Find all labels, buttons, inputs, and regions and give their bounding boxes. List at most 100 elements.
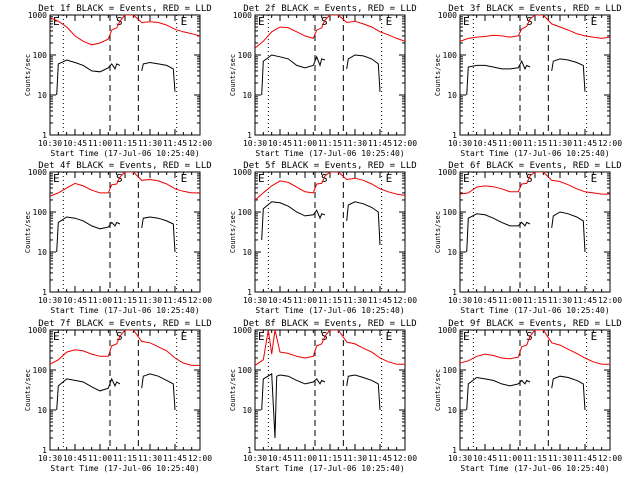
y-tick-label: 1000	[28, 326, 47, 335]
marker-end-label: E	[386, 15, 393, 28]
x-tick-label: 10:45	[268, 296, 292, 305]
y-tick-label: 100	[443, 51, 458, 60]
x-axis-label: Start Time (17-Jul-06 10:25:40)	[255, 306, 404, 315]
marker-mid-label: S	[526, 330, 533, 343]
y-tick-label: 1000	[28, 168, 47, 177]
x-tick-label: 12:00	[393, 454, 417, 463]
y-tick-label: 10	[242, 248, 252, 257]
marker-end-label: E	[181, 15, 188, 28]
events-series-line	[346, 54, 381, 92]
chart-title: Det 4f BLACK = Events, RED = LLD	[38, 161, 211, 171]
y-tick-label: 1000	[438, 326, 457, 335]
x-tick-label: 11:15	[318, 296, 342, 305]
marker-end-label: E	[591, 172, 598, 185]
x-tick-label: 10:30	[38, 139, 62, 148]
events-series-line	[56, 377, 121, 411]
y-tick-label: 1	[247, 131, 252, 140]
x-tick-label: 10:30	[38, 296, 62, 305]
events-series-line	[466, 60, 531, 96]
chart-panel: Det 2f BLACK = Events, RED = LLD 1 10 100 10…	[229, 4, 417, 158]
y-tick-label: 100	[33, 366, 48, 375]
x-tick-label: 11:00	[498, 296, 522, 305]
x-tick-label: 10:45	[473, 139, 497, 148]
x-axis-label: Start Time (17-Jul-06 10:25:40)	[460, 464, 609, 473]
marker-start-label: E	[53, 330, 60, 343]
x-tick-label: 10:45	[63, 454, 87, 463]
events-series-line	[141, 216, 176, 253]
x-tick-label: 10:30	[448, 296, 472, 305]
lld-series-line	[50, 330, 200, 366]
chart-panel: Det 1f BLACK = Events, RED = LLD 1 10 100 10…	[24, 4, 212, 158]
y-tick-label: 1	[452, 131, 457, 140]
x-tick-label: 10:30	[243, 139, 267, 148]
y-tick-label: 1000	[438, 11, 457, 20]
marker-start-label: E	[258, 15, 265, 28]
marker-end-label: E	[181, 172, 188, 185]
y-tick-label: 1	[42, 131, 47, 140]
x-tick-label: 12:00	[188, 296, 212, 305]
y-axis-label: Counts/sec	[229, 369, 237, 411]
x-axis-label: Start Time (17-Jul-06 10:25:40)	[255, 149, 404, 158]
chart-title: Det 7f BLACK = Events, RED = LLD	[38, 319, 211, 329]
x-axis-label: Start Time (17-Jul-06 10:25:40)	[255, 464, 404, 473]
y-tick-label: 10	[37, 406, 47, 415]
x-tick-label: 10:30	[448, 454, 472, 463]
chart-title: Det 8f BLACK = Events, RED = LLD	[243, 319, 416, 329]
x-axis-label: Start Time (17-Jul-06 10:25:40)	[50, 306, 199, 315]
y-tick-label: 10	[242, 91, 252, 100]
x-tick-label: 11:00	[498, 454, 522, 463]
x-tick-label: 11:15	[523, 296, 547, 305]
y-tick-label: 100	[33, 208, 48, 217]
chart-title: Det 9f BLACK = Events, RED = LLD	[448, 319, 621, 329]
chart-panel: Det 8f BLACK = Events, RED = LLD 1 10 100 10…	[229, 319, 417, 473]
x-axis-label: Start Time (17-Jul-06 10:25:40)	[50, 464, 199, 473]
y-tick-label: 100	[33, 51, 48, 60]
y-axis-label: Counts/sec	[434, 54, 442, 96]
y-tick-label: 1	[42, 288, 47, 297]
events-series-line	[261, 54, 326, 96]
x-tick-label: 10:30	[243, 454, 267, 463]
events-series-line	[56, 216, 121, 253]
x-tick-label: 11:30	[343, 139, 367, 148]
x-axis-label: Start Time (17-Jul-06 10:25:40)	[460, 306, 609, 315]
events-series-line	[261, 373, 326, 439]
x-tick-label: 11:30	[138, 139, 162, 148]
marker-start-label: E	[463, 15, 470, 28]
y-axis-label: Counts/sec	[24, 369, 32, 411]
y-tick-label: 1	[42, 446, 47, 455]
chart-title: Det 5f BLACK = Events, RED = LLD	[243, 161, 416, 171]
x-tick-label: 10:30	[38, 454, 62, 463]
x-tick-label: 12:00	[188, 139, 212, 148]
y-tick-label: 1	[452, 288, 457, 297]
x-tick-label: 10:45	[268, 454, 292, 463]
y-tick-label: 1000	[438, 168, 457, 177]
y-axis-label: Counts/sec	[24, 211, 32, 253]
x-tick-label: 11:15	[523, 454, 547, 463]
x-tick-label: 12:00	[188, 454, 212, 463]
x-tick-label: 10:45	[63, 139, 87, 148]
x-tick-label: 11:15	[113, 139, 137, 148]
y-axis-label: Counts/sec	[24, 54, 32, 96]
marker-end-label: E	[591, 330, 598, 343]
y-tick-label: 10	[447, 91, 457, 100]
x-tick-label: 11:30	[343, 454, 367, 463]
y-tick-label: 1000	[28, 11, 47, 20]
marker-mid-label: S	[321, 330, 328, 343]
chart-panel: Det 5f BLACK = Events, RED = LLD 1 10 100 10…	[229, 161, 417, 315]
plot-frame	[459, 329, 611, 451]
events-series-line	[346, 201, 381, 246]
x-tick-label: 11:00	[293, 139, 317, 148]
x-tick-label: 11:30	[548, 454, 572, 463]
x-tick-label: 11:45	[368, 454, 392, 463]
plot-frame	[49, 329, 201, 451]
y-tick-label: 10	[37, 248, 47, 257]
marker-start-label: E	[258, 330, 265, 343]
x-tick-label: 11:00	[293, 296, 317, 305]
x-tick-label: 11:45	[368, 139, 392, 148]
y-tick-label: 1	[452, 446, 457, 455]
x-tick-label: 11:45	[163, 296, 187, 305]
chart-title: Det 6f BLACK = Events, RED = LLD	[448, 161, 621, 171]
x-tick-label: 11:45	[368, 296, 392, 305]
events-series-line	[346, 374, 381, 411]
